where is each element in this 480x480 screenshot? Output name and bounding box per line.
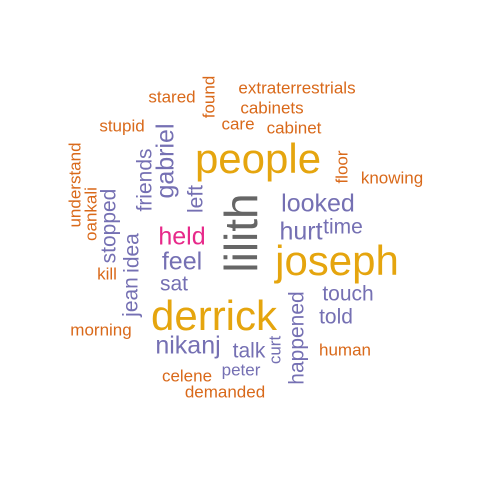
word-demanded: demanded bbox=[184, 382, 266, 402]
word-people: people bbox=[194, 135, 322, 182]
word-morning: morning bbox=[70, 320, 132, 340]
word-knowing: knowing bbox=[360, 168, 424, 188]
word-kill: kill bbox=[97, 264, 117, 284]
word-cabinet: cabinet bbox=[266, 118, 322, 138]
word-gabriel: gabriel bbox=[151, 123, 180, 199]
word-celene: celene bbox=[161, 366, 213, 386]
word-found: found bbox=[199, 75, 219, 119]
word-touch: touch bbox=[322, 282, 374, 306]
word-jean: jean bbox=[119, 277, 143, 317]
word-joseph: joseph bbox=[275, 237, 399, 284]
word-lilith: lilith bbox=[215, 193, 267, 273]
word-told: told bbox=[319, 305, 353, 329]
word-stared: stared bbox=[148, 87, 196, 107]
word-cabinets: cabinets bbox=[240, 98, 304, 118]
word-human: human bbox=[319, 340, 371, 360]
word-held: held bbox=[158, 222, 206, 251]
word-friends: friends bbox=[133, 148, 157, 212]
word-oankali: oankali bbox=[81, 187, 101, 241]
word-peter: peter bbox=[221, 360, 261, 380]
word-looked: looked bbox=[281, 189, 355, 218]
word-derrick: derrick bbox=[150, 292, 278, 339]
word-left: left bbox=[184, 184, 208, 214]
word-curt: curt bbox=[265, 335, 285, 365]
word-idea: idea bbox=[120, 233, 144, 273]
word-talk: talk bbox=[232, 339, 266, 363]
word-nikanj: nikanj bbox=[155, 331, 221, 360]
word-time: time bbox=[323, 215, 363, 239]
word-happened: happened bbox=[285, 291, 309, 385]
word-sat: sat bbox=[159, 272, 189, 296]
word-care: care bbox=[221, 114, 255, 134]
word-floor: floor bbox=[332, 150, 352, 184]
word-stopped: stopped bbox=[97, 188, 121, 264]
word-stupid: stupid bbox=[99, 116, 145, 136]
word-hurt: hurt bbox=[279, 217, 323, 246]
word-extraterrestrials: extraterrestrials bbox=[238, 78, 356, 98]
word-feel: feel bbox=[161, 247, 203, 276]
